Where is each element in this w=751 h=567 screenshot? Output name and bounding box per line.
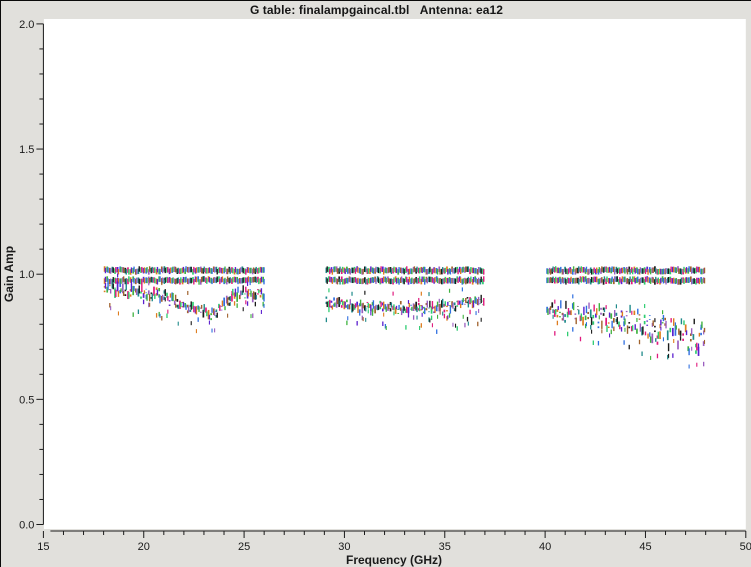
svg-text:30: 30: [338, 541, 350, 553]
svg-text:15: 15: [37, 541, 49, 553]
svg-text:1.0: 1.0: [19, 269, 34, 281]
svg-text:0.5: 0.5: [19, 394, 34, 406]
svg-text:40: 40: [539, 541, 551, 553]
svg-text:50: 50: [740, 541, 751, 553]
svg-text:20: 20: [138, 541, 150, 553]
svg-text:45: 45: [639, 541, 651, 553]
svg-text:2.0: 2.0: [19, 19, 34, 31]
svg-text:Gain Amp: Gain Amp: [2, 246, 16, 302]
svg-text:25: 25: [238, 541, 250, 553]
svg-text:35: 35: [439, 541, 451, 553]
svg-text:1.5: 1.5: [19, 144, 34, 156]
svg-text:0.0: 0.0: [19, 520, 34, 532]
svg-text:Frequency (GHz): Frequency (GHz): [346, 553, 442, 567]
